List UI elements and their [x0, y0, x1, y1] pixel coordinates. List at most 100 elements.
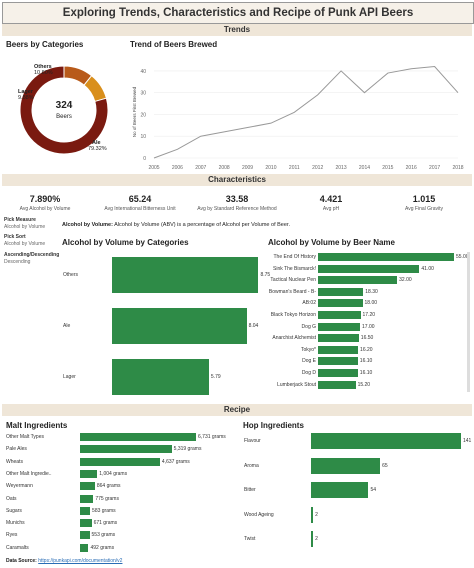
bar[interactable]	[311, 531, 314, 547]
section-recipe: Recipe	[2, 404, 472, 416]
trend-point[interactable]	[246, 126, 249, 129]
bar[interactable]	[318, 276, 398, 285]
bar-category-label: Ryes	[6, 532, 18, 539]
bar[interactable]	[311, 482, 369, 498]
trend-point[interactable]	[363, 91, 366, 94]
donut-slice-ale[interactable]	[19, 65, 109, 155]
donut-center-label: Beers	[56, 114, 72, 120]
bar-category-label: Other Malt Types	[6, 434, 44, 440]
bar-value-label: 671 grams	[93, 520, 118, 527]
donut-chart: 324 Beers Others 10.80% Lager 9.88% Ale …	[18, 64, 109, 155]
bar[interactable]	[311, 506, 314, 523]
bar-category-label: Caramalts	[6, 544, 29, 551]
donut-label-others: Others	[34, 64, 52, 70]
trend-point[interactable]	[433, 65, 436, 68]
trend-point[interactable]	[386, 72, 389, 75]
trend-xtick: 2007	[195, 165, 206, 171]
trend-point[interactable]	[269, 122, 272, 125]
donut-pct-others: 10.80%	[34, 70, 53, 76]
bar[interactable]	[80, 445, 172, 454]
bar-value-label: 864 grams	[96, 483, 121, 490]
bar[interactable]	[112, 359, 209, 395]
bar[interactable]	[318, 334, 359, 343]
trend-point[interactable]	[176, 148, 179, 151]
bar-category-label: Munichs	[6, 520, 25, 527]
bar-category-label: Ale	[63, 323, 71, 329]
bar-category-label: Wood Ageing	[244, 511, 274, 518]
abv-name-title: Alcohol by Volume by Beer Name	[268, 238, 395, 247]
bar[interactable]	[318, 345, 359, 354]
bar-category-label: Dog G	[301, 323, 316, 330]
bar[interactable]	[80, 469, 98, 478]
bar[interactable]	[318, 253, 454, 261]
bar[interactable]	[112, 308, 247, 344]
trend-point[interactable]	[410, 67, 413, 70]
bar-category-label: Twist	[244, 536, 256, 542]
bar-category-label: Sugars	[6, 507, 22, 514]
bar-value-label: 16.20	[360, 346, 373, 353]
bar-value-label: 5,319 grams	[173, 446, 202, 453]
order-select[interactable]: Descending	[4, 259, 31, 265]
trend-xtick: 2018	[452, 165, 463, 171]
trend-point[interactable]	[153, 157, 156, 160]
bar-category-label: Dog D	[301, 370, 316, 376]
bar-category-label: Bowman's Beard - B-	[268, 288, 316, 295]
bar[interactable]	[318, 357, 358, 366]
bar[interactable]	[80, 506, 91, 515]
bar[interactable]	[80, 531, 90, 540]
bar-category-label: Sink The Bismarck!	[273, 265, 316, 272]
bar-value-label: 8.75	[260, 272, 271, 278]
kpi-value: 1.015	[412, 194, 436, 204]
trend-xtick: 2012	[312, 165, 323, 171]
trend-point[interactable]	[340, 69, 343, 72]
data-source-link[interactable]: https://punkapi.com/documentation/v2	[38, 558, 123, 564]
bar[interactable]	[311, 433, 461, 449]
bar-value-label: 553 grams	[91, 532, 116, 539]
trend-xtick: 2008	[219, 165, 230, 171]
abv-name-scrollbar[interactable]	[467, 252, 470, 392]
donut-label-ale: Ale	[92, 140, 101, 146]
bar[interactable]	[80, 433, 196, 441]
bar[interactable]	[318, 287, 364, 296]
bar[interactable]	[112, 257, 259, 293]
bar-category-label: Tokyo*	[300, 346, 316, 353]
bar[interactable]	[318, 380, 356, 389]
bar-category-label: Anarchist Alchemist	[272, 335, 316, 342]
bar-value-label: 17.20	[362, 312, 376, 318]
pick-measure-select[interactable]: Alcohol by Volume	[4, 224, 46, 230]
trend-point[interactable]	[316, 93, 319, 96]
bar[interactable]	[318, 299, 363, 308]
bar[interactable]	[318, 369, 358, 377]
malt-title: Malt Ingredients	[6, 421, 68, 430]
bar-value-label: 2	[315, 511, 318, 518]
bar-value-label: 4,637 grams	[161, 458, 190, 465]
pick-sort-select[interactable]: Alcohol by Volume	[4, 241, 46, 247]
bar-category-label: Oats	[6, 495, 17, 502]
bar-category-label: Dog E	[302, 358, 316, 365]
trend-ytick: 0	[143, 156, 146, 162]
order-label: Ascending/Descending	[4, 252, 60, 258]
bar-category-label: Others	[63, 272, 79, 278]
bar[interactable]	[80, 519, 92, 528]
bar-value-label: 16.10	[359, 358, 373, 365]
bar-category-label: Black Tokyo Horizon	[270, 312, 316, 318]
donut-pct-ale: 79.32%	[88, 146, 107, 152]
trend-point[interactable]	[199, 135, 202, 138]
bar-value-label: 2	[315, 536, 318, 542]
bar[interactable]	[80, 457, 160, 466]
kpi-value: 7.890%	[29, 194, 61, 204]
trend-point[interactable]	[293, 111, 296, 114]
bar[interactable]	[318, 264, 420, 273]
trend-point[interactable]	[457, 91, 460, 94]
bar[interactable]	[311, 457, 381, 474]
bar[interactable]	[80, 494, 94, 503]
trend-chart: No of Beers First Brewed 0 10 20 30 40 2005 20…	[132, 65, 464, 171]
trend-line	[153, 66, 459, 159]
trend-title: Trend of Beers Brewed	[130, 40, 218, 49]
trend-point[interactable]	[223, 130, 226, 133]
bar-value-label: 1,004 grams	[99, 470, 128, 477]
bar[interactable]	[318, 311, 361, 319]
bar[interactable]	[80, 482, 95, 491]
bar[interactable]	[318, 322, 361, 331]
bar[interactable]	[80, 543, 89, 552]
